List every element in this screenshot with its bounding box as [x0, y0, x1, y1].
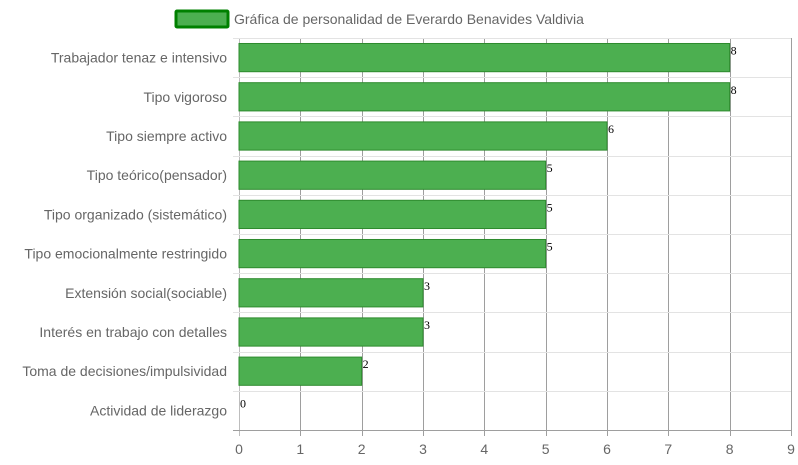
data-label: 5	[547, 240, 553, 254]
bar[interactable]	[238, 42, 731, 73]
bar[interactable]	[238, 278, 424, 308]
x-tick-label: 9	[787, 441, 795, 457]
x-tick-label: 4	[480, 441, 488, 457]
data-label: 0	[240, 396, 246, 410]
data-label: 8	[731, 44, 737, 58]
bar[interactable]	[238, 160, 547, 190]
data-label: 6	[608, 122, 614, 136]
category-label: Tipo siempre activo	[106, 128, 227, 144]
data-label: 2	[363, 357, 369, 371]
category-label: Tipo emocionalmente restringido	[24, 246, 227, 262]
bar[interactable]	[238, 356, 363, 386]
category-label: Tipo organizado (sistemático)	[44, 206, 227, 222]
bar[interactable]	[238, 238, 547, 269]
x-tick-label: 6	[603, 441, 611, 457]
x-tick-label: 1	[296, 441, 304, 457]
category-label: Trabajador tenaz e intensivo	[51, 50, 227, 66]
x-tick-label: 5	[542, 441, 550, 457]
category-labels: Trabajador tenaz e intensivo Tipo vigoros…	[22, 50, 227, 419]
data-label: 3	[424, 279, 430, 293]
x-tick-label: 7	[664, 441, 672, 457]
value-labels: 8 8 6 5 5 5 3 3 2 0	[240, 44, 737, 411]
data-label: 3	[424, 318, 430, 332]
bars	[238, 42, 731, 386]
legend[interactable]: Gráfica de personalidad de Everardo Bena…	[174, 9, 584, 29]
x-tick-label: 2	[358, 441, 366, 457]
category-label: Interés en trabajo con detalles	[39, 324, 227, 340]
x-axis: 0 1 2 3 4 5 6 7 8 9	[235, 441, 795, 457]
data-label: 5	[547, 200, 553, 214]
data-label: 5	[547, 161, 553, 175]
category-label: Extensión social(sociable)	[65, 285, 227, 301]
category-label: Tipo teórico(pensador)	[87, 167, 227, 183]
category-label: Actividad de liderazgo	[90, 402, 227, 418]
legend-swatch[interactable]	[174, 9, 230, 29]
x-tick-label: 0	[235, 441, 243, 457]
data-label: 8	[731, 83, 737, 97]
bar[interactable]	[238, 82, 731, 112]
x-tick-label: 8	[726, 441, 734, 457]
category-label: Toma de decisiones/impulsividad	[22, 363, 227, 379]
bar[interactable]	[238, 317, 424, 347]
bar[interactable]	[238, 121, 608, 151]
bar[interactable]	[238, 199, 547, 230]
category-label: Tipo vigoroso	[143, 89, 227, 105]
x-tick-label: 3	[419, 441, 427, 457]
legend-label: Gráfica de personalidad de Everardo Bena…	[234, 11, 584, 27]
